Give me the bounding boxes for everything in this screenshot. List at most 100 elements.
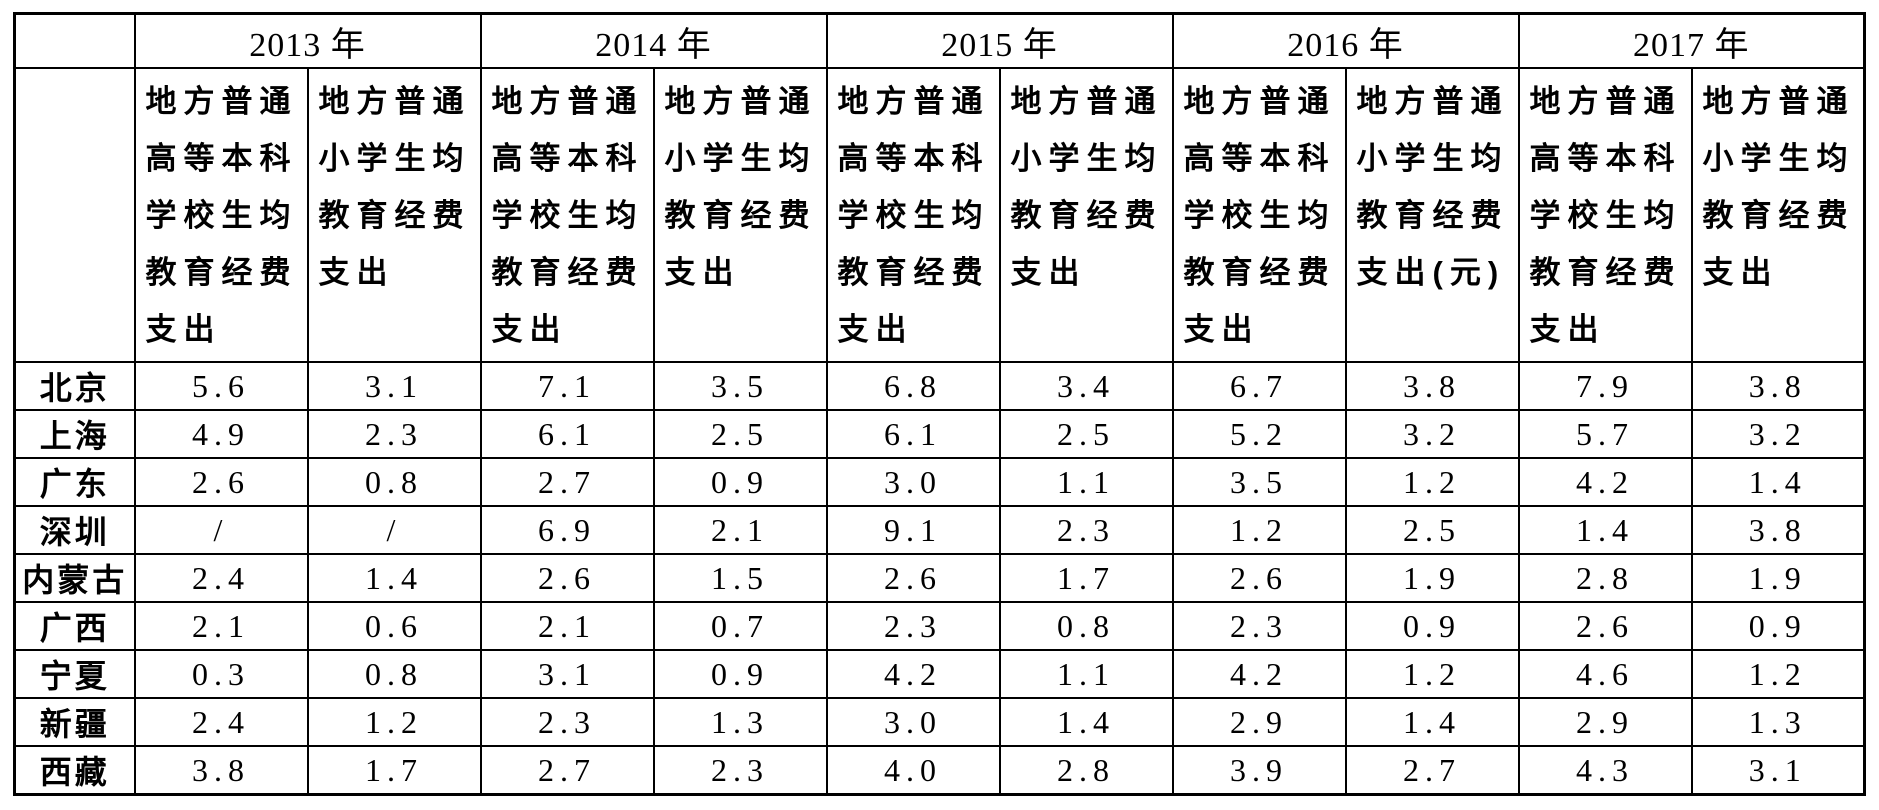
value-cell: 2.3 xyxy=(998,505,1174,555)
region-label: 宁夏 xyxy=(13,649,136,699)
value-cell: 1.3 xyxy=(652,697,828,747)
corner-cell-top xyxy=(13,12,136,69)
year-header-2013: 2013 年 xyxy=(133,12,482,69)
value-cell: 2.3 xyxy=(825,601,1001,651)
per-student-education-expenditure-table: 2013 年 2014 年 2015 年 2016 年 2017 年 地方普通 … xyxy=(13,12,1866,796)
value-cell: / xyxy=(133,505,309,555)
value-cell: 3.9 xyxy=(1171,745,1347,796)
value-cell: 1.5 xyxy=(652,553,828,603)
value-cell: 2.3 xyxy=(1171,601,1347,651)
table-row: 内蒙古 2.4 1.4 2.6 1.5 2.6 1.7 2.6 1.9 2.8 1.9 xyxy=(13,553,1866,603)
year-header-2017: 2017 年 xyxy=(1517,12,1866,69)
value-cell: 3.8 xyxy=(1690,361,1866,411)
value-cell: 0.9 xyxy=(1344,601,1520,651)
year-header-2014: 2014 年 xyxy=(479,12,828,69)
value-cell: 5.7 xyxy=(1517,409,1693,459)
value-cell: 2.7 xyxy=(479,457,655,507)
value-cell: 7.9 xyxy=(1517,361,1693,411)
value-cell: 1.4 xyxy=(1344,697,1520,747)
table-row: 广西 2.1 0.6 2.1 0.7 2.3 0.8 2.3 0.9 2.6 0.9 xyxy=(13,601,1866,651)
col-header-2017-primary: 地方普通 小学生均 教育经费 支出 xyxy=(1690,67,1866,363)
year-header-2016: 2016 年 xyxy=(1171,12,1520,69)
table-row: 广东 2.6 0.8 2.7 0.9 3.0 1.1 3.5 1.2 4.2 1.4 xyxy=(13,457,1866,507)
value-cell: 2.7 xyxy=(1344,745,1520,796)
value-cell: 2.8 xyxy=(1517,553,1693,603)
value-cell: 6.7 xyxy=(1171,361,1347,411)
value-cell: 1.2 xyxy=(306,697,482,747)
region-label: 广东 xyxy=(13,457,136,507)
value-cell: / xyxy=(306,505,482,555)
value-cell: 5.2 xyxy=(1171,409,1347,459)
value-cell: 0.8 xyxy=(998,601,1174,651)
value-cell: 0.8 xyxy=(306,649,482,699)
corner-cell-bottom xyxy=(13,67,136,363)
table-header: 2013 年 2014 年 2015 年 2016 年 2017 年 地方普通 … xyxy=(13,12,1866,363)
value-cell: 1.4 xyxy=(1517,505,1693,555)
value-cell: 1.2 xyxy=(1690,649,1866,699)
value-cell: 3.1 xyxy=(479,649,655,699)
table-row: 宁夏 0.3 0.8 3.1 0.9 4.2 1.1 4.2 1.2 4.6 1.2 xyxy=(13,649,1866,699)
value-cell: 3.5 xyxy=(652,361,828,411)
value-cell: 6.9 xyxy=(479,505,655,555)
value-cell: 1.2 xyxy=(1344,457,1520,507)
value-cell: 0.3 xyxy=(133,649,309,699)
year-header-2015: 2015 年 xyxy=(825,12,1174,69)
value-cell: 3.1 xyxy=(1690,745,1866,796)
value-cell: 1.1 xyxy=(998,649,1174,699)
value-cell: 4.2 xyxy=(1517,457,1693,507)
value-cell: 2.6 xyxy=(825,553,1001,603)
col-header-2014-primary: 地方普通 小学生均 教育经费 支出 xyxy=(652,67,828,363)
value-cell: 3.1 xyxy=(306,361,482,411)
year-header-row: 2013 年 2014 年 2015 年 2016 年 2017 年 xyxy=(13,12,1866,69)
value-cell: 2.5 xyxy=(1344,505,1520,555)
value-cell: 2.5 xyxy=(652,409,828,459)
value-cell: 2.3 xyxy=(652,745,828,796)
value-cell: 4.6 xyxy=(1517,649,1693,699)
value-cell: 1.7 xyxy=(998,553,1174,603)
value-cell: 1.4 xyxy=(306,553,482,603)
value-cell: 3.8 xyxy=(1344,361,1520,411)
region-label: 上海 xyxy=(13,409,136,459)
col-header-2013-primary: 地方普通 小学生均 教育经费 支出 xyxy=(306,67,482,363)
value-cell: 2.8 xyxy=(998,745,1174,796)
value-cell: 1.2 xyxy=(1344,649,1520,699)
value-cell: 3.0 xyxy=(825,457,1001,507)
value-cell: 6.8 xyxy=(825,361,1001,411)
value-cell: 6.1 xyxy=(825,409,1001,459)
value-cell: 1.1 xyxy=(998,457,1174,507)
table-row: 上海 4.9 2.3 6.1 2.5 6.1 2.5 5.2 3.2 5.7 3.2 xyxy=(13,409,1866,459)
table-body: 北京 5.6 3.1 7.1 3.5 6.8 3.4 6.7 3.8 7.9 3.8 上海 4.9 2.3… xyxy=(13,361,1866,796)
table-row: 新疆 2.4 1.2 2.3 1.3 3.0 1.4 2.9 1.4 2.9 1.3 xyxy=(13,697,1866,747)
region-label: 深圳 xyxy=(13,505,136,555)
col-header-2015-higher-ed: 地方普通 高等本科 学校生均 教育经费 支出 xyxy=(825,67,1001,363)
col-header-2016-higher-ed: 地方普通 高等本科 学校生均 教育经费 支出 xyxy=(1171,67,1347,363)
value-cell: 2.5 xyxy=(998,409,1174,459)
value-cell: 3.4 xyxy=(998,361,1174,411)
value-cell: 4.3 xyxy=(1517,745,1693,796)
table-row: 深圳 //6.9 2.1 9.1 2.3 1.2 2.5 1.4 3.8 xyxy=(13,505,1866,555)
value-cell: 2.1 xyxy=(479,601,655,651)
region-label: 广西 xyxy=(13,601,136,651)
region-label: 内蒙古 xyxy=(13,553,136,603)
value-cell: 2.3 xyxy=(479,697,655,747)
value-cell: 2.4 xyxy=(133,553,309,603)
table-row: 北京 5.6 3.1 7.1 3.5 6.8 3.4 6.7 3.8 7.9 3.8 xyxy=(13,361,1866,411)
col-header-2013-higher-ed: 地方普通 高等本科 学校生均 教育经费 支出 xyxy=(133,67,309,363)
col-header-2014-higher-ed: 地方普通 高等本科 学校生均 教育经费 支出 xyxy=(479,67,655,363)
value-cell: 1.7 xyxy=(306,745,482,796)
value-cell: 2.6 xyxy=(479,553,655,603)
value-cell: 4.2 xyxy=(1171,649,1347,699)
col-header-2015-primary: 地方普通 小学生均 教育经费 支出 xyxy=(998,67,1174,363)
value-cell: 0.9 xyxy=(652,457,828,507)
value-cell: 1.9 xyxy=(1344,553,1520,603)
value-cell: 2.9 xyxy=(1517,697,1693,747)
value-cell: 0.9 xyxy=(652,649,828,699)
value-cell: 2.4 xyxy=(133,697,309,747)
col-header-2017-higher-ed: 地方普通 高等本科 学校生均 教育经费 支出 xyxy=(1517,67,1693,363)
value-cell: 0.6 xyxy=(306,601,482,651)
value-cell: 5.6 xyxy=(133,361,309,411)
region-label: 新疆 xyxy=(13,697,136,747)
col-header-2016-primary: 地方普通 小学生均 教育经费 支出(元) xyxy=(1344,67,1520,363)
value-cell: 2.1 xyxy=(652,505,828,555)
value-cell: 0.9 xyxy=(1690,601,1866,651)
